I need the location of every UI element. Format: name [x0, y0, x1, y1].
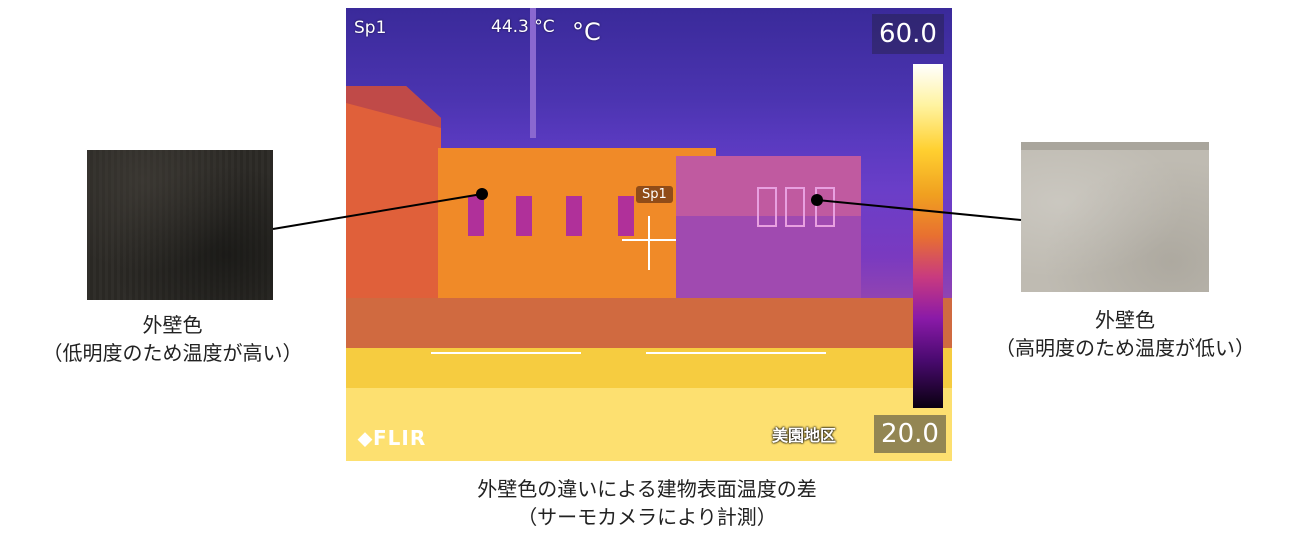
- figure-caption: 外壁色の違いによる建物表面温度の差 （サーモカメラにより計測）: [345, 475, 949, 531]
- thermal-scene: [346, 8, 952, 461]
- ground-hottest: [346, 388, 952, 461]
- dark-wall-caption: 外壁色 （低明度のため温度が高い）: [0, 311, 345, 367]
- scale-max-value: 60.0: [872, 14, 944, 54]
- region-label: 美園地区: [772, 426, 837, 445]
- thermal-image: Sp1 44.3 °C °C 60.0 20.0 Sp1 ⬥FLIR 美園地区: [346, 8, 952, 461]
- caption-line-2: （サーモカメラにより計測）: [517, 505, 777, 529]
- cool-windows: [757, 187, 835, 227]
- temperature-unit: °C: [572, 18, 601, 46]
- dark-wall-sample-photo: [87, 150, 273, 300]
- scale-min-value: 20.0: [874, 415, 946, 453]
- spot-marker-tag: Sp1: [636, 186, 673, 203]
- spot-label: Sp1: [354, 18, 387, 38]
- light-wall-note: （高明度のため温度が低い）: [995, 336, 1255, 360]
- dark-wall-marker: [476, 188, 488, 200]
- flir-brand-text: FLIR: [373, 426, 427, 450]
- light-wall-caption: 外壁色 （高明度のため温度が低い）: [958, 306, 1292, 362]
- utility-pole: [530, 8, 536, 138]
- temperature-colorbar: [913, 64, 943, 408]
- light-wall-label: 外壁色: [1095, 308, 1155, 332]
- flir-logo: ⬥FLIR: [358, 426, 427, 450]
- left-building-roof: [346, 86, 441, 128]
- spot-crosshair: [622, 216, 676, 270]
- dark-wall-label: 外壁色: [142, 313, 203, 337]
- light-wall-sample-photo: [1021, 142, 1209, 292]
- dark-wall-note: （低明度のため温度が高い）: [42, 341, 303, 365]
- light-wall-marker: [811, 194, 823, 206]
- spot-temperature: 44.3 °C: [491, 17, 555, 37]
- caption-line-1: 外壁色の違いによる建物表面温度の差: [477, 477, 817, 501]
